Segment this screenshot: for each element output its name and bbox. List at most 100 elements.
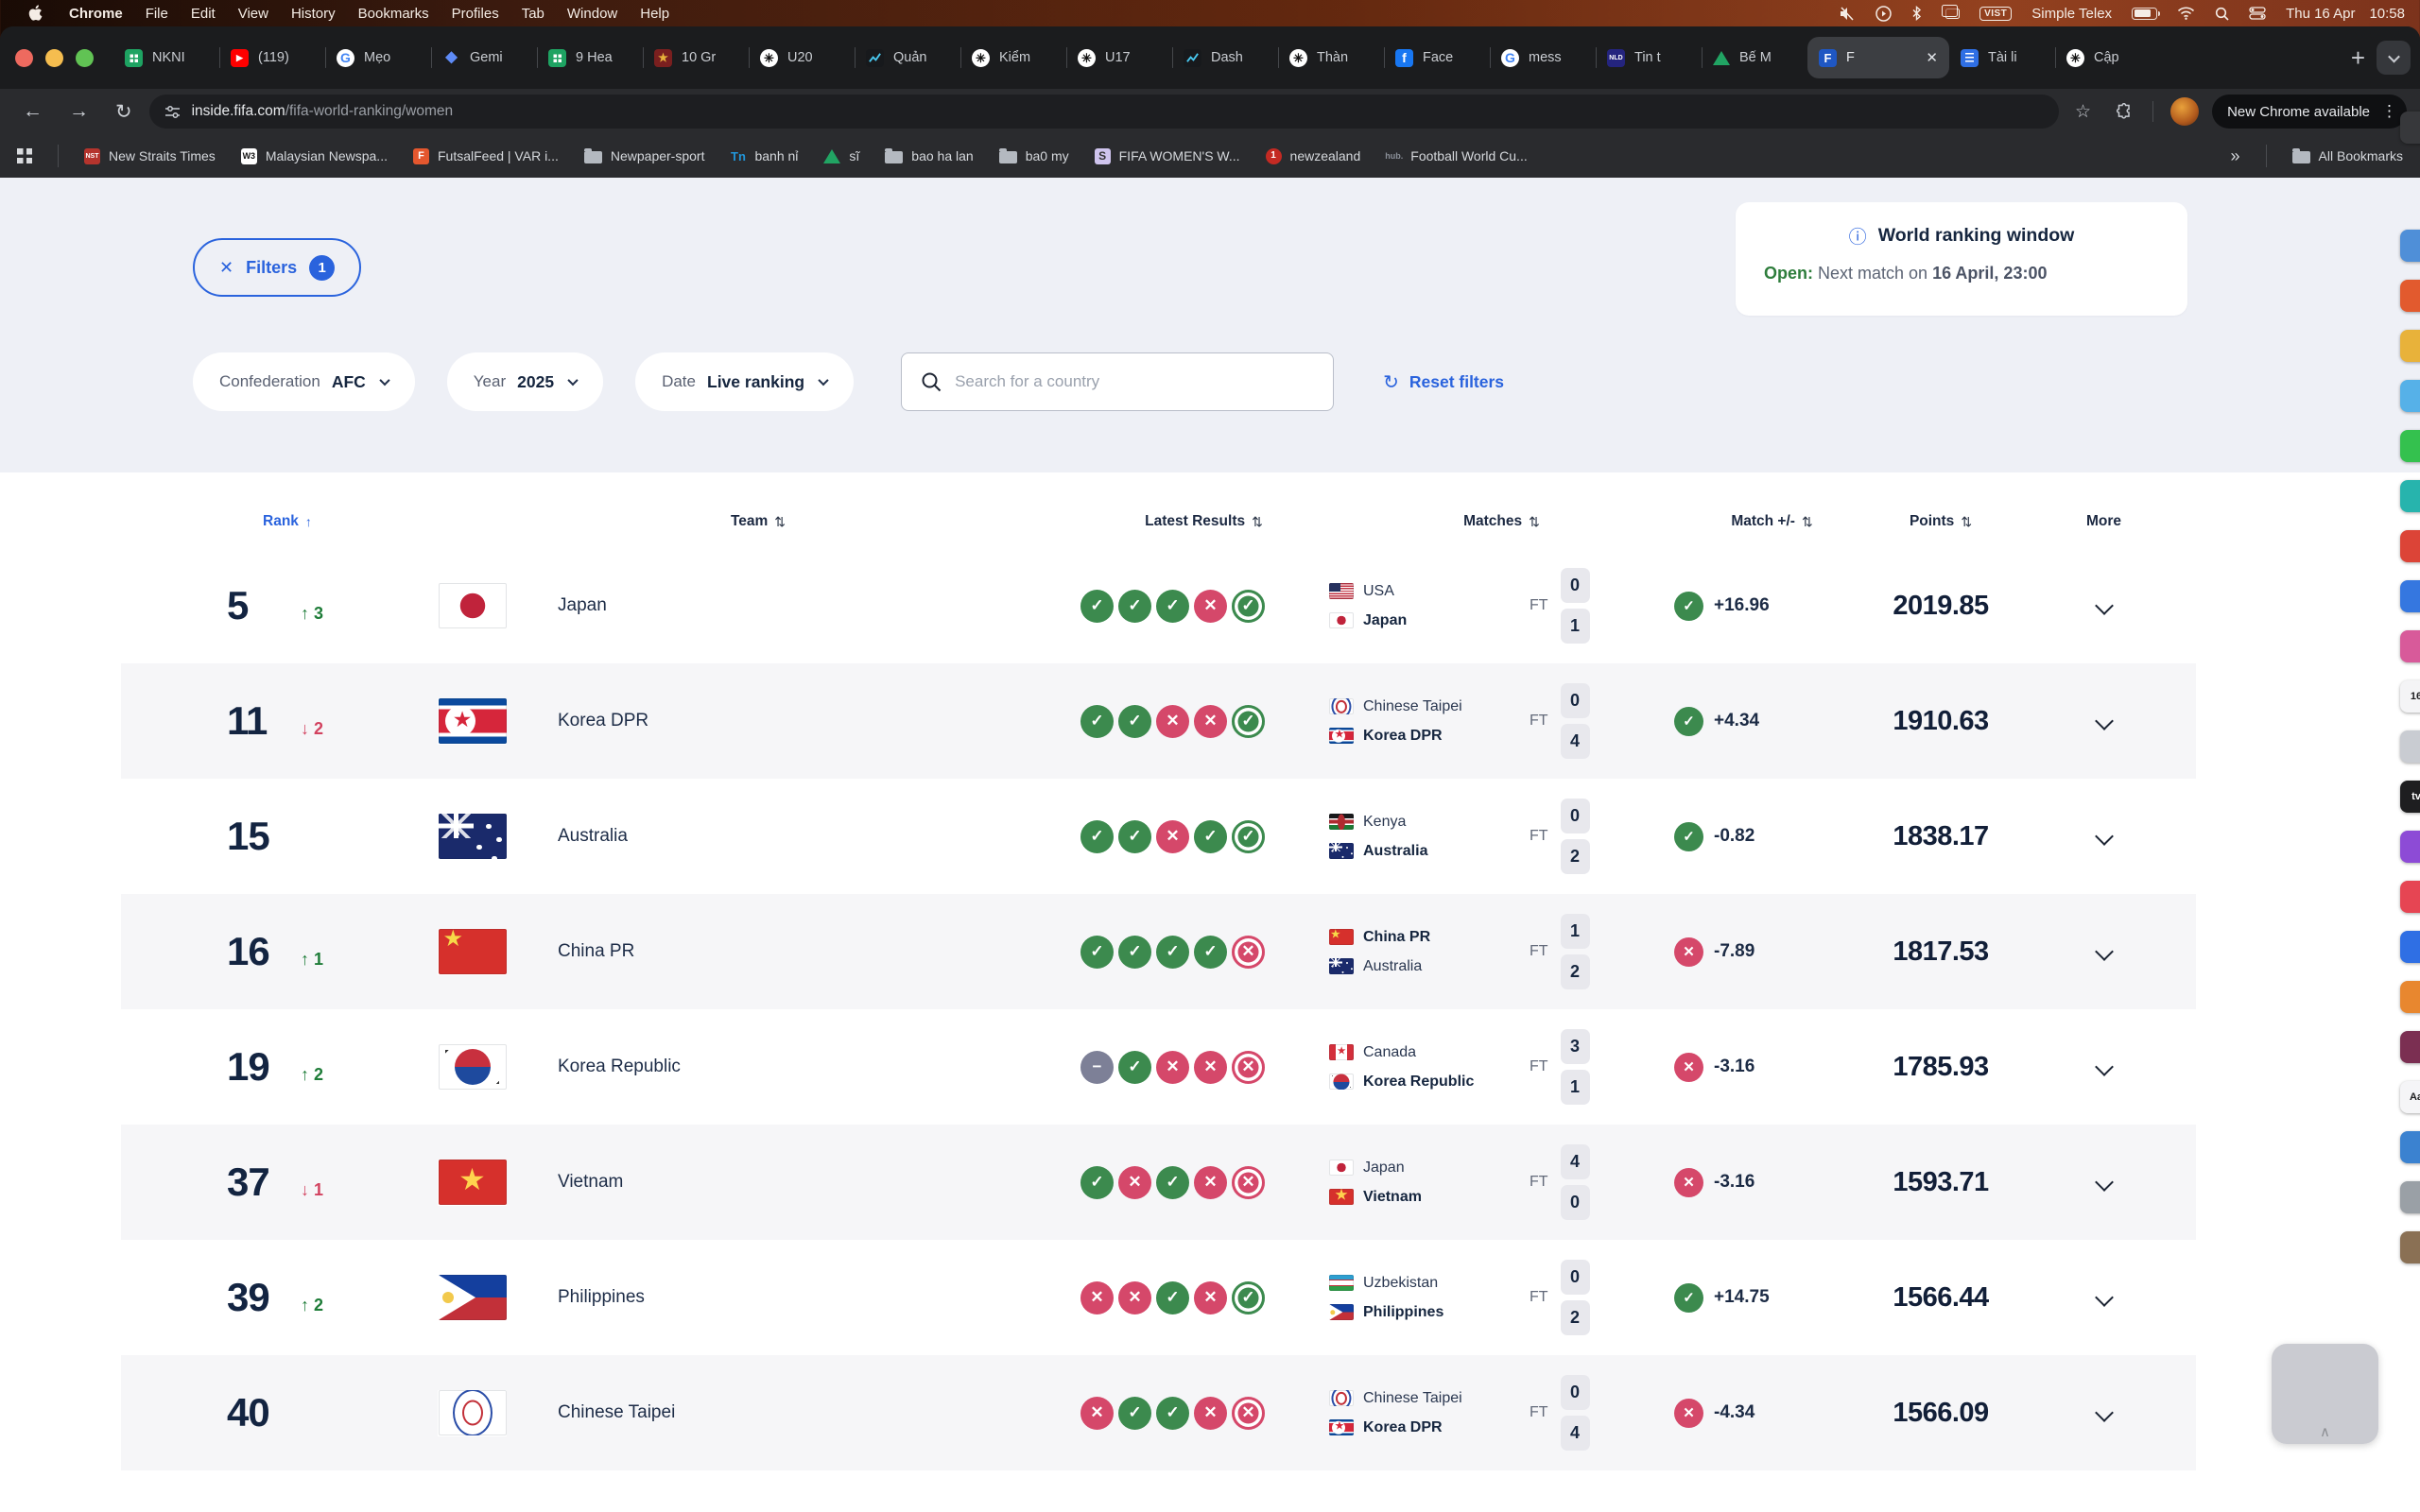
menu-bookmarks[interactable]: Bookmarks (357, 5, 429, 22)
tab-search-button[interactable] (2377, 41, 2411, 75)
tab-12[interactable]: ✳ Thàn (1278, 37, 1384, 78)
menu-history[interactable]: History (290, 5, 336, 22)
back-button[interactable]: ← (23, 100, 43, 122)
tab-13[interactable]: f Face (1384, 37, 1490, 78)
bookmark-3[interactable]: F FutsalFeed | VAR i... (412, 147, 559, 164)
bookmark-6[interactable]: sĩ (823, 148, 859, 163)
column-header-match-[interactable]: Match +/- ⇅ (1674, 513, 1870, 530)
extensions-icon[interactable] (2107, 103, 2141, 120)
expand-row-chevron[interactable] (2094, 827, 2114, 846)
menu-help[interactable]: Help (640, 5, 670, 22)
dock-app-19[interactable]: Aa (2400, 1081, 2420, 1113)
bookmark-5[interactable]: Tn banh nỉ (730, 148, 798, 164)
tab-7[interactable]: ✳ U20 (749, 37, 855, 78)
country-search[interactable] (901, 352, 1335, 411)
expand-row-chevron[interactable] (2094, 1288, 2114, 1307)
input-source-label[interactable]: Simple Telex (2031, 5, 2113, 22)
dock-app-15[interactable] (2400, 881, 2420, 913)
dock-app-4[interactable] (2400, 330, 2420, 362)
dock-app-2[interactable] (2400, 230, 2420, 262)
menu-edit[interactable]: Edit (190, 5, 216, 22)
window-zoom-button[interactable] (76, 48, 94, 67)
mute-icon[interactable] (1840, 6, 1856, 21)
dock-app-5[interactable] (2400, 380, 2420, 412)
bookmark-2[interactable]: W3 Malaysian Newspa... (240, 147, 388, 164)
menu-bar-time[interactable]: 10:58 (2369, 5, 2405, 22)
profile-avatar[interactable] (2170, 97, 2200, 126)
dock-app-20[interactable] (2400, 1131, 2420, 1163)
screen-mirroring-icon[interactable] (1942, 4, 1961, 19)
reload-button[interactable]: ↻ (115, 100, 132, 123)
bookmarks-overflow-button[interactable]: » (2230, 146, 2240, 165)
play-icon[interactable] (1876, 5, 1892, 22)
dock-app-9[interactable] (2400, 580, 2420, 612)
browser-menu-icon[interactable]: ⋮ (2381, 102, 2397, 120)
tab-11[interactable]: Dash (1172, 37, 1278, 78)
dock-app-16[interactable] (2400, 931, 2420, 963)
spotlight-search-icon[interactable] (2215, 7, 2229, 21)
menu-window[interactable]: Window (566, 5, 618, 22)
tab-19[interactable]: ✳ Cập (2055, 37, 2161, 78)
tab-3[interactable]: G Mẹo (325, 37, 431, 78)
bookmark-9[interactable]: S FIFA WOMEN'S W... (1094, 147, 1240, 164)
window-minimize-button[interactable] (45, 48, 63, 67)
column-header-team[interactable]: Team ⇅ (438, 513, 1079, 530)
tab-10[interactable]: ✳ U17 (1066, 37, 1172, 78)
dock-app-18[interactable] (2400, 1031, 2420, 1063)
tab-17[interactable]: F F ✕ (1807, 37, 1949, 78)
chrome-update-button[interactable]: New Chrome available ⋮ (2212, 94, 2407, 129)
tab-16[interactable]: Bế M (1702, 37, 1807, 78)
expand-row-chevron[interactable] (2094, 1403, 2114, 1422)
tab-18[interactable]: Tài li (1949, 37, 2055, 78)
dock-app-8[interactable] (2400, 530, 2420, 562)
wifi-icon[interactable] (2177, 7, 2195, 20)
bookmark-1[interactable]: NST New Straits Times (84, 147, 216, 164)
tab-1[interactable]: NKNI (113, 37, 219, 78)
dock-app-13[interactable]: tv (2400, 781, 2420, 813)
tab-8[interactable]: Quản (855, 37, 960, 78)
tab-15[interactable]: NLD Tin t (1596, 37, 1702, 78)
menu-file[interactable]: File (145, 5, 168, 22)
menu-tab[interactable]: Tab (521, 5, 544, 22)
expand-row-chevron[interactable] (2094, 1173, 2114, 1192)
menu-bar-date[interactable]: Thu 16 Apr (2286, 5, 2356, 22)
bookmark-10[interactable]: 1 newzealand (1265, 147, 1360, 164)
apple-menu[interactable] (15, 5, 56, 22)
forward-button[interactable]: → (69, 100, 89, 122)
dock-app-7[interactable] (2400, 480, 2420, 512)
menu-chrome[interactable]: Chrome (69, 5, 123, 22)
bookmark-4[interactable]: Newpaper-sport (583, 147, 704, 163)
country-search-input[interactable] (955, 372, 1315, 391)
column-header-matches[interactable]: Matches ⇅ (1329, 513, 1674, 530)
dock-app-10[interactable] (2400, 630, 2420, 662)
dock-app-12[interactable] (2400, 730, 2420, 763)
dock-app-1[interactable] (2400, 112, 2420, 144)
bookmark-8[interactable]: ba0 my (998, 147, 1069, 163)
menu-profiles[interactable]: Profiles (451, 5, 499, 22)
dock-app-11[interactable]: 16 (2400, 680, 2420, 713)
filter-pill-confederation[interactable]: Confederation AFC (193, 352, 415, 411)
site-settings-icon[interactable] (164, 104, 181, 120)
input-source-badge[interactable]: VIST (1979, 6, 2013, 21)
address-bar[interactable]: inside.fifa.com/fifa-world-ranking/women (148, 94, 2060, 129)
tab-5[interactable]: 9 Hea (537, 37, 643, 78)
dock-app-3[interactable] (2400, 280, 2420, 312)
bookmark-star-icon[interactable]: ☆ (2075, 101, 2092, 122)
bluetooth-icon[interactable] (1911, 6, 1922, 21)
dock-app-22[interactable] (2400, 1231, 2420, 1263)
tab-close-icon[interactable]: ✕ (1926, 50, 1938, 66)
new-tab-button[interactable]: + (2350, 43, 2365, 72)
battery-icon[interactable] (2132, 7, 2161, 20)
expand-row-chevron[interactable] (2094, 1057, 2114, 1076)
tab-6[interactable]: ★ 10 Gr (643, 37, 749, 78)
tab-2[interactable]: ▶ (119) (219, 37, 325, 78)
reset-filters-button[interactable]: ↻ Reset filters (1383, 370, 1504, 394)
menu-view[interactable]: View (237, 5, 268, 22)
column-header-rank[interactable]: Rank ↑ (121, 513, 438, 530)
expand-row-chevron[interactable] (2094, 596, 2114, 615)
expand-row-chevron[interactable] (2094, 712, 2114, 730)
bookmark-11[interactable]: hub. Football World Cu... (1385, 148, 1527, 164)
filters-button[interactable]: ✕ Filters 1 (193, 238, 362, 297)
dock-app-17[interactable] (2400, 981, 2420, 1013)
